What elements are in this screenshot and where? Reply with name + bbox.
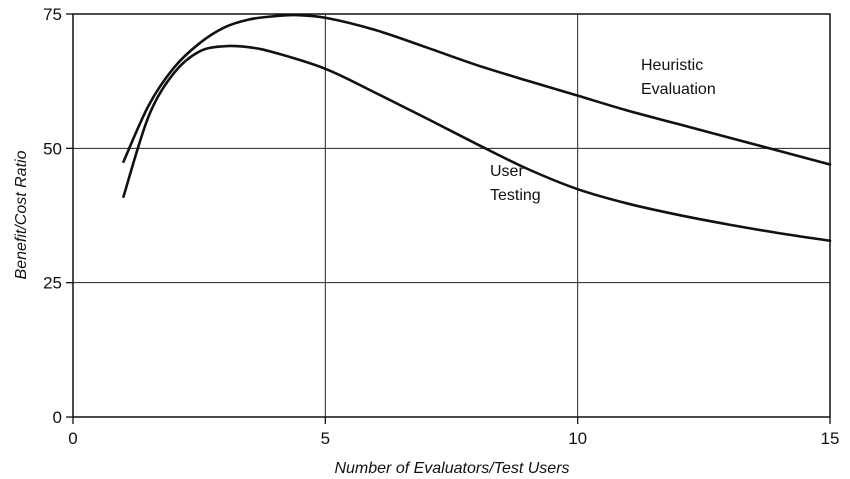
x-axis-title: Number of Evaluators/Test Users bbox=[334, 460, 569, 477]
plot-frame bbox=[72, 13, 831, 418]
user-testing-label-line: User bbox=[490, 163, 524, 180]
y-tick-label: 0 bbox=[53, 408, 62, 427]
curve-layer bbox=[122, 13, 832, 243]
heuristic-evaluation-label-line: Heuristic bbox=[641, 57, 703, 74]
user-testing-label: User Testing bbox=[490, 163, 541, 204]
y-tick-label: 75 bbox=[43, 5, 62, 24]
x-tick-label: 10 bbox=[568, 429, 587, 448]
grid-layer bbox=[73, 14, 830, 417]
x-tick-label: 15 bbox=[821, 429, 840, 448]
user-testing-label-line: Testing bbox=[490, 187, 541, 204]
x-tick-label: 5 bbox=[321, 429, 330, 448]
tick-layer: 0 5 10 15 0 25 50 75 bbox=[43, 5, 839, 448]
heuristic-evaluation-label: Heuristic Evaluation bbox=[641, 57, 716, 98]
x-tick-label: 0 bbox=[68, 429, 77, 448]
annotation-layer: Heuristic Evaluation User Testing bbox=[490, 57, 716, 204]
y-tick-label: 50 bbox=[43, 139, 62, 158]
heuristic-evaluation-line bbox=[122, 13, 832, 166]
user-testing-line bbox=[122, 44, 832, 243]
heuristic-evaluation-label-line: Evaluation bbox=[641, 81, 716, 98]
y-axis-title: Benefit/Cost Ratio bbox=[13, 150, 30, 279]
y-tick-label: 25 bbox=[43, 274, 62, 293]
